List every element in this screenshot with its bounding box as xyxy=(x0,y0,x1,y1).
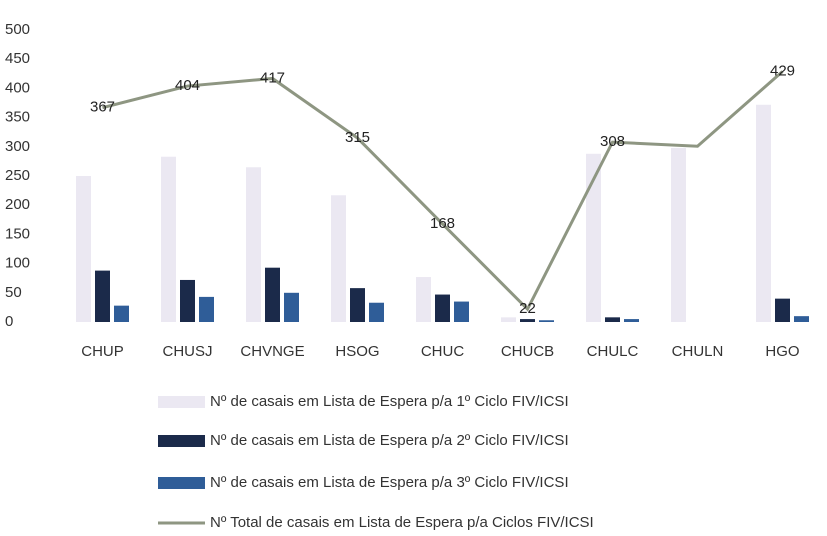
bar xyxy=(76,176,91,322)
y-tick-label: 200 xyxy=(5,196,30,213)
y-tick-label: 300 xyxy=(5,138,30,155)
data-label: 429 xyxy=(770,62,795,79)
legend-swatch xyxy=(158,396,205,408)
bar xyxy=(246,167,261,322)
bar xyxy=(775,298,790,322)
bar xyxy=(199,296,214,322)
bar xyxy=(539,320,554,322)
y-tick-label: 150 xyxy=(5,225,30,242)
x-tick-label: CHUC xyxy=(421,343,464,360)
data-label: 168 xyxy=(430,215,455,232)
x-tick-label: CHVNGE xyxy=(240,343,304,360)
bar xyxy=(454,301,469,322)
y-tick-label: 50 xyxy=(5,284,22,301)
bar xyxy=(520,319,535,322)
legend-label: Nº de casais em Lista de Espera p/a 1º C… xyxy=(210,393,569,410)
bar xyxy=(369,302,384,322)
bar xyxy=(605,317,620,322)
y-tick-label: 250 xyxy=(5,167,30,184)
legend-swatch xyxy=(158,435,205,447)
data-label: 315 xyxy=(345,129,370,146)
data-label: 308 xyxy=(600,133,625,150)
bar xyxy=(624,319,639,322)
data-label: 417 xyxy=(260,69,285,86)
data-label: 404 xyxy=(175,77,200,94)
legend-label: Nº de casais em Lista de Espera p/a 2º C… xyxy=(210,432,569,449)
x-tick-label: HGO xyxy=(765,343,799,360)
y-tick-label: 450 xyxy=(5,50,30,67)
x-tick-label: HSOG xyxy=(335,343,379,360)
x-tick-label: CHUP xyxy=(81,343,124,360)
bar xyxy=(756,104,771,322)
legend-swatch xyxy=(158,477,205,489)
bar xyxy=(501,317,516,322)
bar xyxy=(180,279,195,322)
line xyxy=(102,70,784,312)
y-tick-label: 0 xyxy=(5,313,13,330)
bar xyxy=(331,195,346,322)
bar xyxy=(794,316,809,322)
bar xyxy=(114,305,129,322)
data-label: 367 xyxy=(90,99,115,116)
x-tick-label: CHULC xyxy=(587,343,639,360)
bar xyxy=(416,277,431,322)
legend-label: Nº Total de casais em Lista de Espera p/… xyxy=(210,514,594,531)
y-tick-label: 400 xyxy=(5,79,30,96)
bar xyxy=(671,147,686,322)
bar xyxy=(284,292,299,322)
bar xyxy=(265,267,280,322)
x-tick-label: CHULN xyxy=(672,343,724,360)
bar xyxy=(350,288,365,322)
data-label: 22 xyxy=(519,300,536,317)
x-tick-label: CHUCB xyxy=(501,343,554,360)
y-tick-label: 100 xyxy=(5,255,30,272)
bar xyxy=(435,294,450,322)
bar xyxy=(161,156,176,322)
x-tick-label: CHUSJ xyxy=(162,343,212,360)
bar xyxy=(95,270,110,322)
y-tick-label: 500 xyxy=(5,21,30,38)
bar xyxy=(586,153,601,322)
y-tick-label: 350 xyxy=(5,109,30,126)
legend-label: Nº de casais em Lista de Espera p/a 3º C… xyxy=(210,474,569,491)
